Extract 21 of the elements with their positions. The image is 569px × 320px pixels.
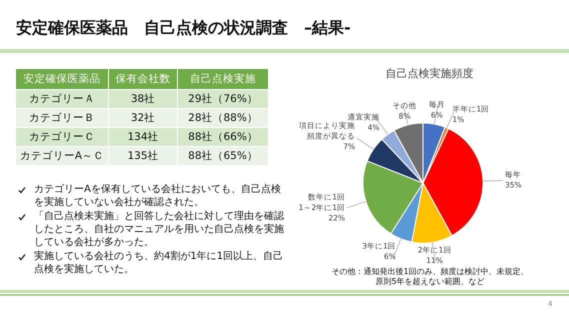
text: 28社（88%） [188,112,258,124]
category-label: 自己点検実施 [178,68,268,90]
text: 88社（65%） [188,150,258,162]
chart-title: 自己点検実施頻度 [384,66,474,81]
text: 32社 [130,112,156,124]
text: 134社 [127,131,159,143]
text: カテゴリーAを保有している会社においても、自己点検を実施していない会社が確認された。 [34,183,282,209]
text: 88社（66%） [188,131,258,143]
text: 38社 [130,93,156,105]
text: カテゴリーＣ [29,131,95,143]
text: 実施している会社のうち、約4割が1年に1回以上、自己点検を実施していた。 [34,250,284,276]
text: カテゴリーA～Ｃ [20,150,104,162]
text: 135社 [127,150,159,162]
text: カテゴリーＡ [29,93,95,105]
text: 安定確保医薬品 自己点検の状況調査 –結果- [16,18,351,39]
text: 「自己点検未実施」と回答した会社に対して理由を確認したところ、自社のマニュアルを用いた自己点検を実施している会社が多かった。 [34,210,285,249]
category-label: 安定確保医薬品 [16,68,108,90]
text: カテゴリーＢ [29,112,95,124]
text: 29社（76%） [188,93,258,105]
text: その他：通知発出後1回のみ、頻度は検討中、未規定、原則5年を超えない範囲、など [330,267,530,287]
category-label: 保有会社数 [108,68,178,90]
